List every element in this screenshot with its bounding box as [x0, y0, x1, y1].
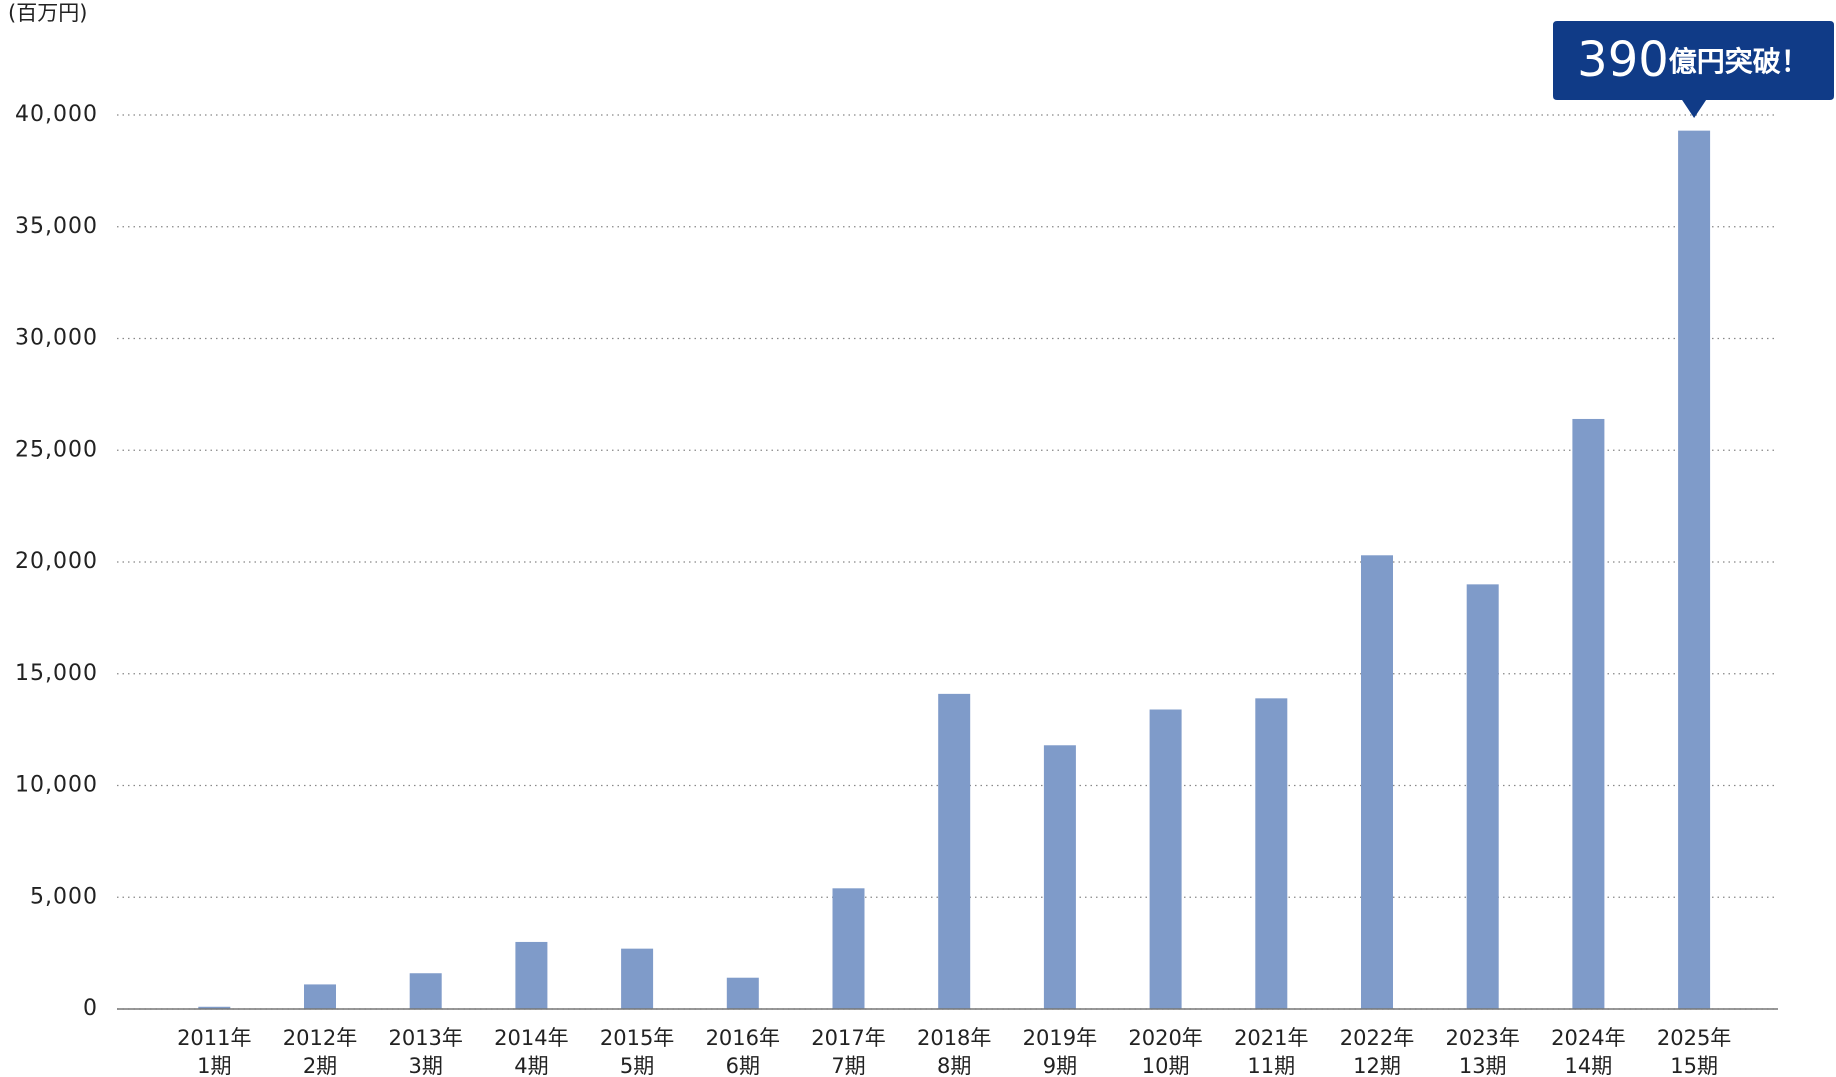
x-tick-label: 11期 [1247, 1054, 1295, 1077]
bar [1572, 418, 1605, 1010]
callout-text: 390億円突破！ [1577, 32, 1809, 88]
x-tick-label: 2019年 [1023, 1026, 1097, 1050]
callout-box [1553, 21, 1834, 118]
x-tick-label: 2022年 [1340, 1026, 1414, 1050]
bar [832, 888, 865, 1009]
x-tick-label: 15期 [1670, 1054, 1718, 1077]
x-tick-label: 5期 [620, 1054, 654, 1077]
bar [938, 693, 971, 1009]
y-tick-label: 0 [83, 996, 98, 1021]
bar [1255, 698, 1288, 1009]
bar [1678, 130, 1711, 1009]
x-tick-label: 9期 [1043, 1054, 1077, 1077]
x-tick-label: 4期 [514, 1054, 548, 1077]
x-tick-label: 2016年 [706, 1026, 780, 1050]
callout-number: 390 [1577, 32, 1669, 88]
x-tick-label: 3期 [409, 1054, 443, 1077]
x-tick-label: 12期 [1353, 1054, 1401, 1077]
x-tick-label: 2024年 [1551, 1026, 1625, 1050]
x-tick-label: 10期 [1142, 1054, 1190, 1077]
bar [621, 948, 654, 1009]
bar [304, 984, 336, 1009]
y-tick-label: 5,000 [30, 884, 98, 909]
bar [1043, 745, 1076, 1009]
x-tick-label: 2014年 [494, 1026, 568, 1050]
x-tick-label: 1期 [197, 1054, 231, 1077]
bar [198, 1006, 231, 1009]
x-tick-label: 2011年 [177, 1026, 251, 1050]
x-tick-label: 2023年 [1445, 1026, 1519, 1050]
y-tick-label: 20,000 [15, 549, 98, 574]
x-tick-label: 2017年 [811, 1026, 885, 1050]
y-tick-label: 10,000 [15, 773, 98, 798]
bar [1149, 709, 1182, 1009]
x-tick-label: 14期 [1565, 1054, 1613, 1077]
bar [1361, 555, 1393, 1009]
x-tick-label: 2020年 [1128, 1026, 1202, 1050]
y-unit: (百万円) [8, 1, 87, 25]
callout-label: 億円突破！ [1669, 45, 1809, 78]
x-tick-label: 6期 [726, 1054, 760, 1077]
y-tick-label: 25,000 [15, 437, 98, 462]
x-tick-label: 2018年 [917, 1026, 991, 1050]
bar [515, 941, 548, 1009]
y-tick-label: 40,000 [15, 102, 98, 127]
x-tick-label: 2期 [303, 1054, 337, 1077]
x-tick-label: 2012年 [283, 1026, 357, 1050]
x-tick-label: 2021年 [1234, 1026, 1308, 1050]
bar [1466, 584, 1499, 1009]
x-tick-label: 13期 [1459, 1054, 1507, 1077]
bar [409, 973, 442, 1009]
y-tick-label: 35,000 [15, 214, 98, 239]
x-tick-label: 7期 [831, 1054, 865, 1077]
x-tick-label: 2015年 [600, 1026, 674, 1050]
x-tick-label: 8期 [937, 1054, 971, 1077]
y-tick-label: 15,000 [15, 661, 98, 686]
bar [726, 977, 759, 1009]
x-tick-label: 2025年 [1657, 1026, 1731, 1050]
x-tick-label: 2013年 [388, 1026, 462, 1050]
y-tick-label: 30,000 [15, 326, 98, 351]
